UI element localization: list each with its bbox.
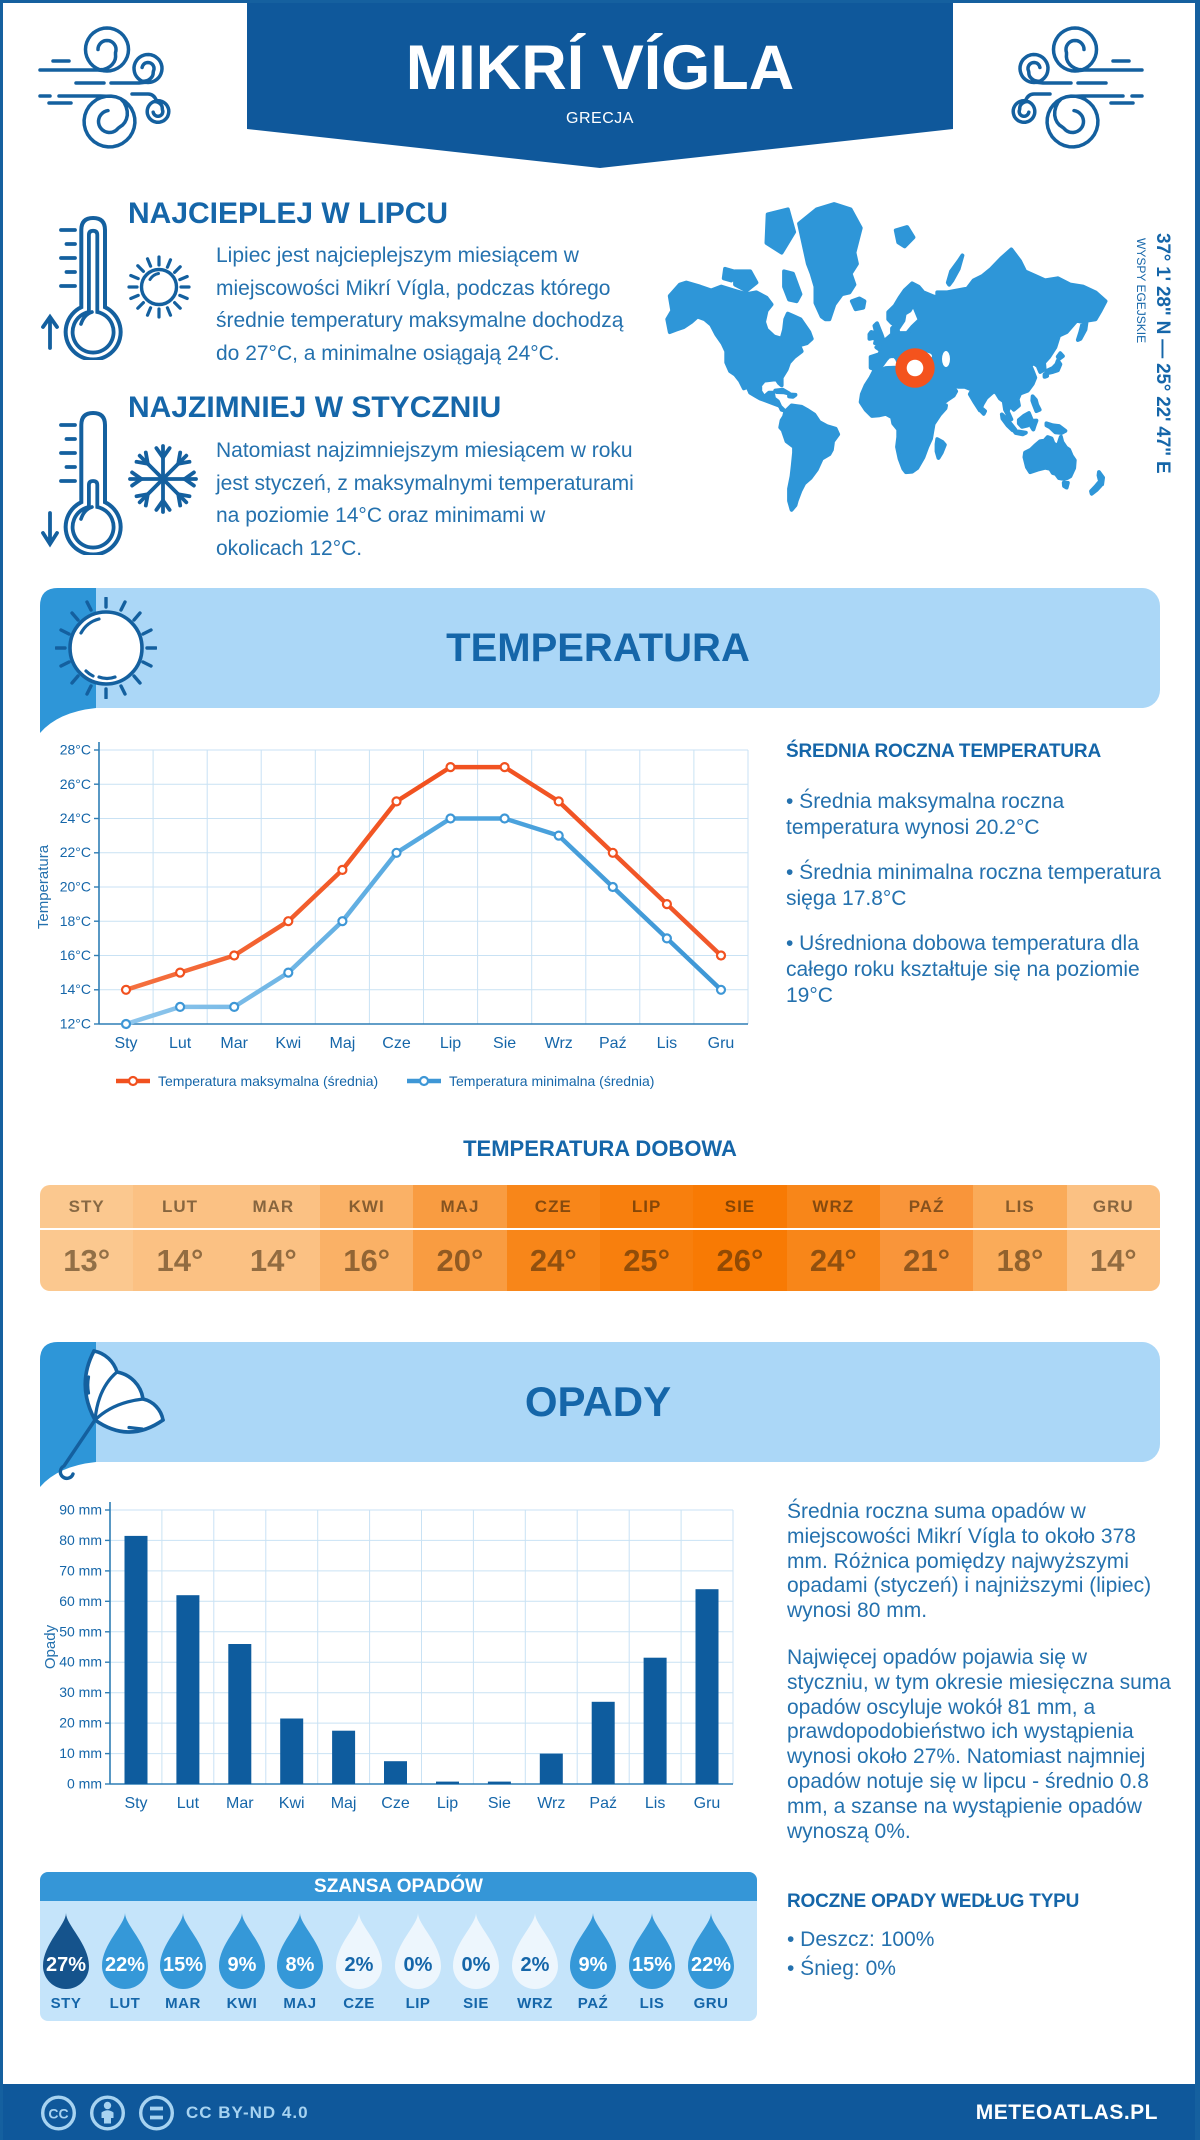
svg-text:22°C: 22°C: [60, 844, 91, 860]
svg-text:Temperatura: Temperatura: [35, 844, 52, 929]
svg-text:Lip: Lip: [440, 1035, 461, 1052]
svg-text:Temperatura minimalna (średnia: Temperatura minimalna (średnia): [449, 1073, 654, 1089]
svg-text:26°C: 26°C: [60, 776, 91, 792]
svg-text:CC: CC: [48, 2106, 68, 2122]
svg-text:Mar: Mar: [226, 1795, 254, 1812]
svg-text:Gru: Gru: [694, 1795, 721, 1812]
svg-text:Lis: Lis: [645, 1795, 665, 1812]
svg-text:Temperatura maksymalna (średni: Temperatura maksymalna (średnia): [158, 1073, 378, 1089]
svg-text:Cze: Cze: [381, 1795, 410, 1812]
svg-text:Wrz: Wrz: [537, 1795, 565, 1812]
svg-text:14°C: 14°C: [60, 981, 91, 997]
svg-text:20°C: 20°C: [60, 879, 91, 895]
svg-text:Lis: Lis: [657, 1035, 677, 1052]
svg-text:Mar: Mar: [220, 1035, 248, 1052]
svg-text:Paź: Paź: [589, 1795, 617, 1812]
svg-text:20 mm: 20 mm: [59, 1715, 102, 1731]
svg-text:Opady: Opady: [42, 1624, 59, 1669]
svg-text:60 mm: 60 mm: [59, 1593, 102, 1609]
svg-text:10 mm: 10 mm: [59, 1745, 102, 1761]
svg-text:Lut: Lut: [177, 1795, 200, 1812]
svg-text:24°C: 24°C: [60, 810, 91, 826]
svg-text:Lut: Lut: [169, 1035, 192, 1052]
svg-text:Maj: Maj: [331, 1795, 357, 1812]
svg-text:70 mm: 70 mm: [59, 1562, 102, 1578]
svg-text:18°C: 18°C: [60, 913, 91, 929]
svg-text:Kwi: Kwi: [279, 1795, 305, 1812]
svg-text:Paź: Paź: [599, 1035, 627, 1052]
svg-text:Kwi: Kwi: [275, 1035, 301, 1052]
svg-text:Sty: Sty: [114, 1035, 137, 1052]
svg-text:16°C: 16°C: [60, 947, 91, 963]
svg-text:28°C: 28°C: [60, 742, 91, 758]
svg-text:90 mm: 90 mm: [59, 1502, 102, 1518]
svg-text:12°C: 12°C: [60, 1016, 91, 1032]
svg-text:40 mm: 40 mm: [59, 1654, 102, 1670]
svg-text:Maj: Maj: [330, 1035, 356, 1052]
svg-text:50 mm: 50 mm: [59, 1623, 102, 1639]
svg-text:Lip: Lip: [437, 1795, 458, 1812]
svg-text:Gru: Gru: [708, 1035, 735, 1052]
svg-text:30 mm: 30 mm: [59, 1684, 102, 1700]
svg-text:Sie: Sie: [488, 1795, 511, 1812]
svg-text:80 mm: 80 mm: [59, 1532, 102, 1548]
svg-text:0 mm: 0 mm: [67, 1776, 102, 1792]
svg-text:Wrz: Wrz: [545, 1035, 573, 1052]
svg-text:Sty: Sty: [124, 1795, 147, 1812]
svg-text:Cze: Cze: [382, 1035, 411, 1052]
svg-text:Sie: Sie: [493, 1035, 516, 1052]
